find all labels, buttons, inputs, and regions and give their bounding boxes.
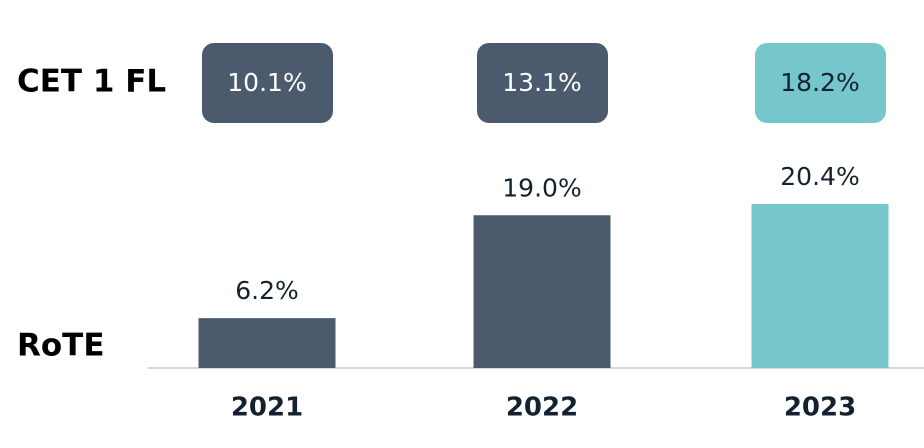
bar: [198, 318, 336, 368]
badge-label: 10.1%: [227, 68, 306, 97]
badge-label: 13.1%: [502, 68, 581, 97]
data-label: 19.0%: [502, 173, 581, 202]
row-label: CET 1 FL: [17, 64, 166, 100]
row-label: RoTE: [17, 328, 105, 364]
badge: [755, 43, 886, 123]
badge: [202, 43, 333, 123]
data-label: 20.4%: [780, 162, 859, 191]
x-tick-label: 2022: [506, 393, 578, 423]
badge: [477, 43, 608, 123]
x-tick-label: 2023: [784, 393, 856, 423]
bar: [473, 215, 611, 368]
data-label: 6.2%: [235, 276, 299, 305]
x-tick-label: 2021: [231, 393, 303, 423]
bar: [751, 204, 889, 368]
badge-label: 18.2%: [780, 68, 859, 97]
